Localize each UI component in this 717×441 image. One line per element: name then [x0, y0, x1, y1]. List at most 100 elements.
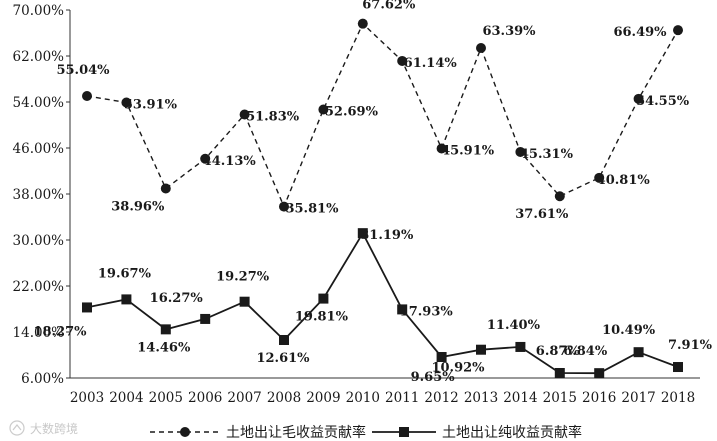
y-tick-label: 46.00% — [13, 141, 65, 157]
net-point — [476, 344, 486, 355]
legend-net-label: 土地出让纯收益贡献率 — [442, 424, 582, 441]
gross-data-label: 37.61% — [515, 207, 569, 222]
net-data-label: 16.27% — [150, 291, 204, 306]
net-data-label: 10.92% — [431, 361, 485, 376]
net-data-label: 12.61% — [256, 351, 310, 366]
net-data-label: 18.27% — [33, 324, 87, 339]
net-point — [318, 293, 329, 304]
net-point — [633, 347, 644, 358]
x-tick-label: 2005 — [149, 390, 183, 406]
y-tick-label: 14.00% — [13, 325, 65, 341]
gross-data-label: 61.14% — [404, 56, 458, 71]
x-tick-label: 2017 — [621, 390, 655, 406]
x-tick-label: 2003 — [70, 390, 104, 406]
x-tick-label: 2011 — [385, 390, 419, 406]
gross-point — [633, 93, 644, 104]
x-tick-label: 2006 — [188, 390, 222, 406]
watermark: 大数跨境 — [9, 420, 78, 436]
gross-point — [160, 183, 171, 194]
data-labels: 55.04% 53.91% 38.96% 44.13% 51.83% 35.81% 52.6… — [33, 0, 712, 385]
net-point — [397, 304, 408, 315]
gross-point — [397, 55, 408, 66]
gross-data-label: 40.81% — [597, 173, 651, 188]
gross-point — [357, 18, 368, 29]
gross-data-label: 51.83% — [246, 109, 300, 124]
gross-data-label: 35.81% — [285, 202, 339, 217]
net-point — [279, 334, 289, 345]
x-tick-label: 2014 — [503, 390, 537, 406]
x-tick-label: 2013 — [464, 390, 498, 406]
watermark-logo-icon — [9, 420, 25, 436]
legend-net-marker — [399, 427, 409, 437]
net-point — [594, 368, 605, 379]
gross-data-label: 66.49% — [613, 25, 667, 40]
net-data-label: 19.67% — [98, 266, 152, 281]
x-tick-label: 2004 — [109, 390, 143, 406]
x-tick-label: 2018 — [661, 390, 695, 406]
gross-point — [515, 146, 526, 157]
gross-data-label: 55.04% — [56, 63, 110, 78]
x-tick-label: 2012 — [424, 390, 458, 406]
gross-data-label: 38.96% — [111, 199, 165, 214]
gross-data-label: 52.69% — [325, 105, 379, 120]
gross-point — [279, 201, 289, 212]
gross-data-label: 44.13% — [203, 154, 257, 169]
net-point — [82, 302, 92, 313]
gross-data-label: 45.91% — [441, 144, 495, 159]
legend-gross-marker — [180, 427, 190, 437]
net-point — [673, 362, 683, 373]
gross-data-label: 63.39% — [482, 24, 536, 39]
net-point — [121, 294, 132, 305]
x-tick-label: 2008 — [267, 390, 301, 406]
series-layer — [82, 18, 683, 379]
legend-gross-label: 土地出让毛收益贡献率 — [226, 424, 366, 441]
axes: 6.00% 14.00% 22.00% 30.00% 38.00% 46.00% 54.00… — [13, 3, 700, 406]
gross-point — [594, 172, 605, 183]
y-tick-label: 22.00% — [13, 279, 65, 295]
net-data-label: 7.91% — [668, 338, 713, 353]
gross-point — [436, 143, 447, 154]
x-tick-label: 2010 — [346, 390, 380, 406]
net-data-label: 6.84% — [563, 344, 608, 359]
gross-point — [121, 97, 132, 108]
net-point — [554, 367, 565, 378]
gross-point — [673, 25, 683, 36]
net-data-label: 19.27% — [216, 270, 270, 285]
net-point — [239, 296, 250, 307]
net-data-label: 19.81% — [295, 310, 349, 325]
y-tick-label: 30.00% — [13, 233, 65, 249]
net-point — [160, 324, 171, 335]
series-net-line — [86, 231, 679, 375]
net-point — [515, 341, 526, 352]
y-tick-label: 70.00% — [13, 3, 65, 19]
net-data-label: 11.40% — [487, 318, 541, 333]
net-point — [200, 313, 211, 324]
x-tick-label: 2007 — [227, 390, 261, 406]
x-tick-label: 2009 — [306, 390, 340, 406]
gross-point — [239, 109, 250, 120]
series-gross-line — [86, 22, 679, 209]
net-data-label: 6.87% — [536, 344, 581, 359]
gross-point — [476, 43, 486, 54]
net-data-label: 14.46% — [137, 340, 191, 355]
gross-data-label: 67.62% — [362, 0, 416, 13]
y-tick-label: 6.00% — [21, 371, 64, 387]
x-tick-label: 2015 — [543, 390, 577, 406]
gross-point — [200, 153, 211, 164]
gross-point — [554, 191, 565, 202]
net-data-label: 31.19% — [360, 228, 414, 243]
y-tick-label: 38.00% — [13, 187, 65, 203]
net-data-label: 9.65% — [411, 370, 456, 385]
gross-data-label: 54.55% — [636, 94, 690, 109]
net-point — [436, 352, 447, 363]
gross-point — [82, 91, 92, 102]
net-data-label: 17.93% — [400, 304, 454, 319]
x-tick-label: 2016 — [582, 390, 616, 406]
net-point — [357, 228, 368, 239]
watermark-text: 大数跨境 — [30, 421, 78, 436]
y-tick-label: 62.00% — [13, 49, 65, 65]
gross-data-label: 45.31% — [520, 147, 574, 162]
legend: 土地出让毛收益贡献率 土地出让纯收益贡献率 — [150, 424, 582, 441]
gross-point — [318, 104, 329, 115]
